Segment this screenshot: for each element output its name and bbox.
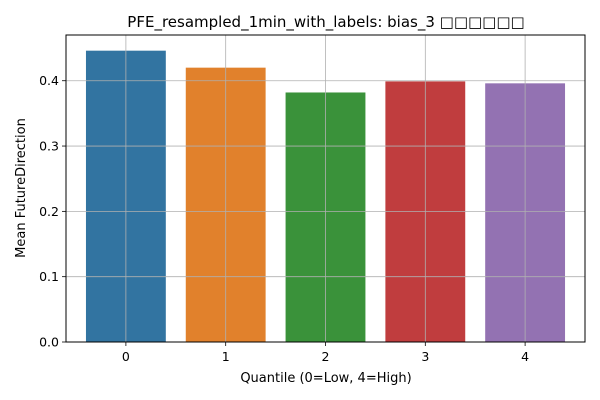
x-tick-label: 0 [122, 349, 130, 364]
x-axis-label: Quantile (0=Low, 4=High) [240, 371, 411, 386]
x-tick-label: 1 [222, 349, 230, 364]
y-axis-ticks: 0.0 0.1 0.2 0.3 0.4 [39, 73, 66, 350]
x-tick-label: 4 [521, 349, 529, 364]
y-tick-label: 0.2 [39, 204, 59, 219]
y-axis-label: Mean FutureDirection [14, 118, 29, 258]
y-tick-label: 0.0 [39, 335, 59, 350]
x-axis-ticks: 0 1 2 3 4 [122, 342, 529, 364]
x-tick-label: 2 [322, 349, 330, 364]
chart-title: PFE_resampled_1min_with_labels: bias_3 □… [127, 13, 524, 32]
y-tick-label: 0.4 [39, 73, 59, 88]
y-tick-label: 0.3 [39, 139, 59, 154]
x-tick-label: 3 [421, 349, 429, 364]
y-tick-label: 0.1 [39, 269, 59, 284]
